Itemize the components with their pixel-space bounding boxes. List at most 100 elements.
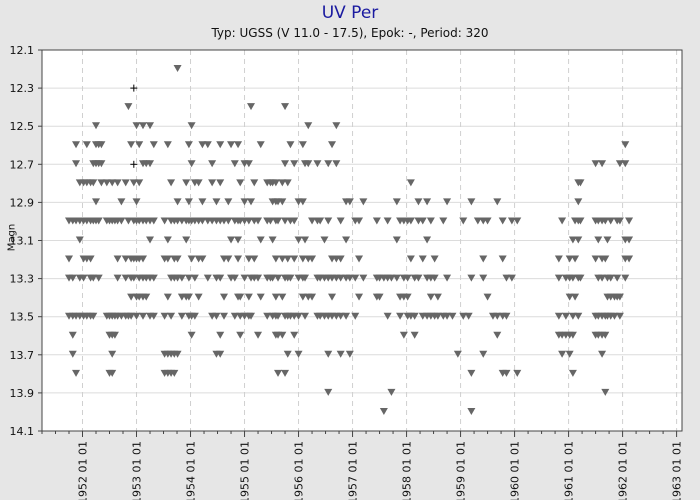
data-point	[236, 179, 245, 187]
data-points	[65, 65, 634, 415]
data-point	[473, 217, 482, 225]
data-point	[97, 160, 106, 168]
data-point	[332, 122, 341, 130]
x-tick-label: 1960 01 01	[509, 441, 522, 500]
data-point	[298, 141, 307, 149]
y-tick-label: 13.7	[10, 349, 35, 362]
data-point	[173, 255, 182, 263]
data-point	[610, 312, 619, 320]
data-point	[230, 274, 239, 282]
data-point	[332, 160, 341, 168]
data-point	[430, 274, 439, 282]
data-point	[443, 274, 452, 282]
data-point	[184, 141, 193, 149]
data-point	[108, 179, 117, 187]
data-point	[135, 141, 144, 149]
y-tick-label: 13.9	[10, 387, 35, 400]
data-point	[479, 350, 488, 358]
data-point	[355, 255, 364, 263]
data-point	[591, 160, 600, 168]
data-point	[149, 141, 158, 149]
data-point	[167, 312, 176, 320]
data-point	[108, 369, 117, 377]
data-point	[433, 312, 442, 320]
data-point	[561, 312, 570, 320]
data-point	[138, 312, 147, 320]
data-point	[399, 331, 408, 339]
data-point	[244, 217, 253, 225]
data-point	[281, 160, 290, 168]
data-point	[328, 141, 337, 149]
data-point	[278, 198, 287, 206]
data-point	[298, 255, 307, 263]
data-point	[493, 198, 502, 206]
x-tick-label: 1957 01 01	[347, 441, 360, 500]
x-tick-label: 1958 01 01	[401, 441, 414, 500]
data-point	[216, 141, 225, 149]
data-point	[439, 217, 448, 225]
data-point	[324, 160, 333, 168]
data-point	[502, 369, 511, 377]
data-point	[290, 255, 299, 263]
data-point	[224, 255, 233, 263]
data-point	[92, 198, 101, 206]
data-point	[387, 274, 396, 282]
data-point	[359, 274, 368, 282]
data-point	[274, 274, 283, 282]
data-point	[283, 255, 292, 263]
data-point	[615, 217, 624, 225]
data-point	[513, 217, 522, 225]
data-point	[301, 236, 310, 244]
data-point	[591, 255, 600, 263]
data-point	[375, 293, 384, 301]
data-point	[216, 350, 225, 358]
data-point	[345, 274, 354, 282]
data-point	[493, 331, 502, 339]
data-point	[208, 160, 217, 168]
data-point-plus	[130, 160, 138, 168]
data-point	[294, 350, 303, 358]
data-point	[443, 198, 452, 206]
data-point	[236, 293, 245, 301]
data-point	[403, 293, 412, 301]
data-point	[324, 217, 333, 225]
data-point	[403, 274, 412, 282]
data-point	[263, 312, 272, 320]
data-point	[163, 293, 172, 301]
data-point	[198, 217, 207, 225]
x-tick-label: 1959 01 01	[455, 441, 468, 500]
data-point	[247, 312, 256, 320]
data-point	[336, 274, 345, 282]
data-point	[194, 293, 203, 301]
data-point	[250, 179, 259, 187]
data-point	[274, 312, 283, 320]
data-point	[132, 122, 141, 130]
y-tick-label: 13.3	[10, 273, 35, 286]
data-point	[598, 160, 607, 168]
data-point	[68, 331, 77, 339]
data-point	[351, 312, 360, 320]
data-point	[149, 217, 158, 225]
y-tick-label: 12.1	[10, 44, 35, 57]
y-tick-label: 13.5	[10, 311, 35, 324]
data-point	[240, 198, 249, 206]
data-point	[173, 350, 182, 358]
data-point	[502, 312, 511, 320]
data-point	[459, 217, 468, 225]
data-point	[113, 179, 122, 187]
data-point	[256, 236, 265, 244]
data-point	[601, 331, 610, 339]
data-point	[621, 141, 630, 149]
x-tick-label: 1955 01 01	[239, 441, 252, 500]
data-point	[224, 198, 233, 206]
data-point	[177, 312, 186, 320]
data-point	[355, 217, 364, 225]
data-point	[613, 274, 622, 282]
y-tick-label: 12.9	[10, 196, 35, 209]
data-point	[68, 350, 77, 358]
data-point	[79, 274, 88, 282]
data-point	[124, 217, 133, 225]
data-point	[598, 350, 607, 358]
data-point	[108, 350, 117, 358]
